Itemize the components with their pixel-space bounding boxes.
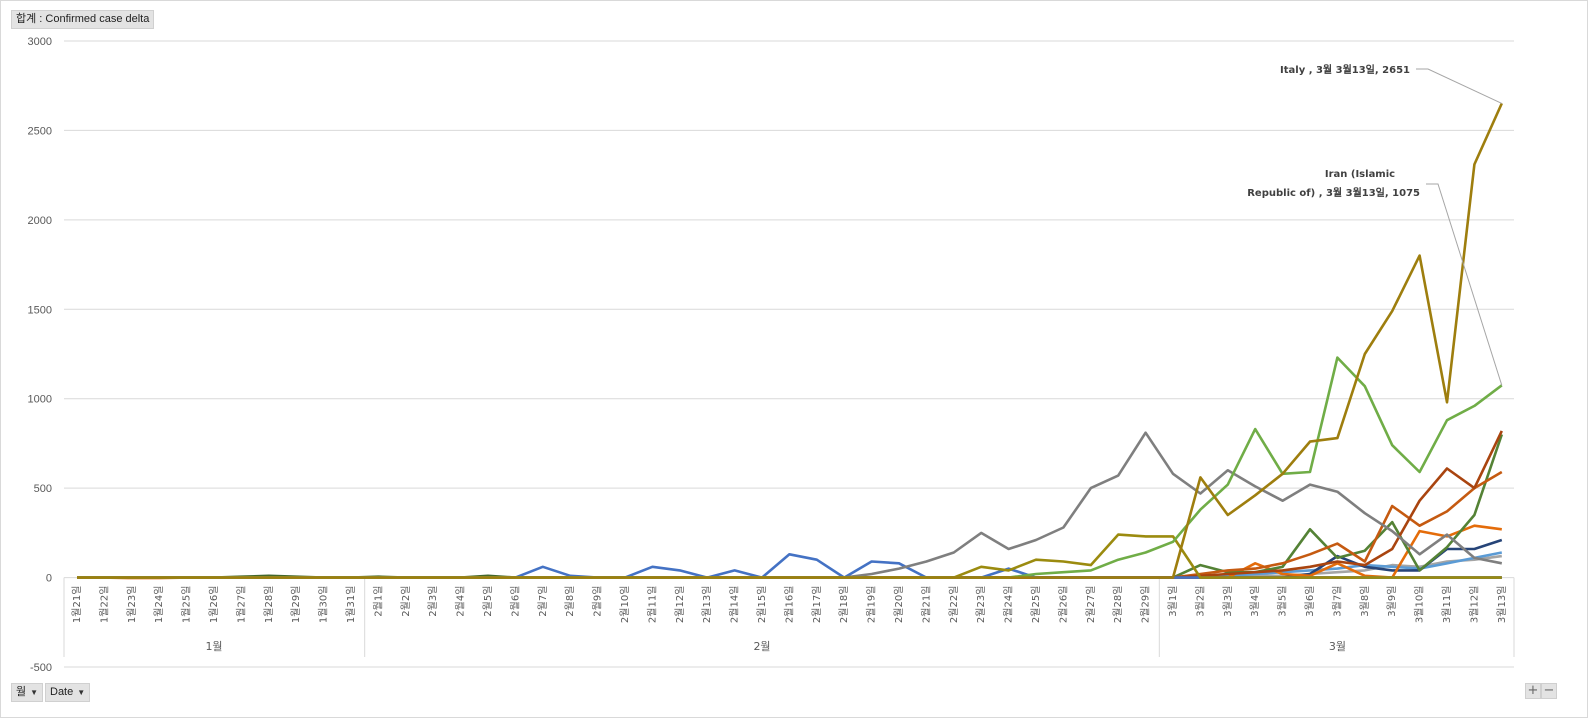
month-group-labels: 1월 2월 3월 — [205, 640, 1346, 653]
x-tick-label: 1월29일 — [290, 586, 302, 624]
x-tick-label: 3월6일 — [1304, 586, 1316, 617]
x-tick-label: 1월28일 — [263, 586, 275, 624]
date-filter-button[interactable]: Date ▼ — [45, 683, 91, 702]
x-tick-label: 3월10일 — [1414, 586, 1426, 624]
x-tick-label: 1월24일 — [153, 586, 165, 624]
x-tick-label: 3월11일 — [1441, 586, 1453, 624]
x-tick-label: 2월15일 — [756, 586, 768, 624]
x-tick-label: 2월2일 — [400, 586, 412, 617]
callout-leader-line — [1416, 68, 1503, 104]
x-tick-label: 2월10일 — [619, 586, 631, 624]
x-tick-label: 2월5일 — [482, 586, 494, 617]
x-tick-label: 2월16일 — [783, 586, 795, 624]
x-tick-label: 2월28일 — [1112, 586, 1124, 624]
x-tick-label: 2월25일 — [1030, 586, 1042, 624]
value-field-button[interactable]: 합계 : Confirmed case delta — [11, 10, 155, 29]
x-tick-label: 2월18일 — [838, 586, 850, 624]
x-tick-label: 3월8일 — [1359, 586, 1371, 617]
x-tick-label: 3월3일 — [1222, 586, 1234, 617]
date-filter-label: Date — [50, 686, 74, 698]
y-tick-label: 1000 — [28, 394, 52, 406]
x-tick-label: 1월31일 — [345, 586, 357, 624]
x-tick-label: 2월6일 — [509, 586, 521, 617]
x-tick-label: 1월21일 — [71, 586, 83, 624]
y-tick-label: 3000 — [28, 36, 52, 48]
x-tick-label: 2월12일 — [674, 586, 686, 624]
x-tick-label: 3월13일 — [1496, 586, 1508, 624]
x-tick-label: 2월11일 — [646, 586, 658, 624]
y-tick-label: 2000 — [28, 215, 52, 227]
x-tick-label: 2월1일 — [372, 586, 384, 617]
month-label: 2월 — [753, 640, 770, 653]
x-tick-label: 2월29일 — [1140, 586, 1152, 624]
callout-label: Iran (Islamic — [1325, 169, 1395, 180]
x-tick-label: 2월7일 — [537, 586, 549, 617]
x-tick-label: 2월21일 — [920, 586, 932, 624]
series-line[interactable] — [77, 102, 1503, 579]
x-tick-label: 2월9일 — [592, 586, 604, 617]
series-lines — [77, 102, 1504, 580]
series-line[interactable] — [77, 434, 1504, 579]
x-tick-label: 1월30일 — [318, 586, 330, 624]
x-tick-label: 2월23일 — [975, 586, 987, 624]
callout-leader-line — [1426, 183, 1503, 386]
month-label: 1월 — [205, 640, 222, 653]
month-filter-button[interactable]: 월 ▼ — [11, 683, 44, 702]
y-tick-label: 0 — [46, 573, 52, 585]
dropdown-arrow-icon: ▼ — [77, 688, 86, 697]
x-tick-label: 1월25일 — [181, 586, 193, 624]
collapse-field-button[interactable]: − — [1541, 683, 1557, 699]
x-tick-label: 3월5일 — [1277, 586, 1289, 617]
month-filter-label: 월 — [16, 686, 27, 698]
x-tick-label: 2월4일 — [455, 586, 467, 617]
y-tick-label: -500 — [30, 662, 52, 674]
data-label-callouts: Italy , 3월 3월13일, 2651 Iran (Islamic Repub… — [1247, 63, 1503, 386]
x-tick-label: 2월17일 — [811, 586, 823, 624]
x-tick-label: 3월12일 — [1468, 586, 1480, 624]
x-tick-label: 2월27일 — [1085, 586, 1097, 624]
y-tick-label: 2500 — [28, 125, 52, 137]
x-tick-label: 3월9일 — [1386, 586, 1398, 617]
y-tick-label: 500 — [34, 483, 52, 495]
x-tick-label: 3월1일 — [1167, 586, 1179, 617]
x-tick-label: 1월23일 — [126, 586, 138, 624]
x-tick-label: 2월24일 — [1003, 586, 1015, 624]
x-axis-labels: 1월21일 1월22일 1월23일 1월24일 1월25일 1월26일 1월27일 1월28일… — [71, 586, 1508, 624]
x-tick-label: 2월13일 — [701, 586, 713, 624]
x-tick-label: 2월19일 — [866, 586, 878, 624]
callout-label: Italy , 3월 3월13일, 2651 — [1280, 63, 1410, 76]
callout-label: Republic of) , 3월 3월13일, 1075 — [1247, 186, 1420, 199]
x-tick-label: 2월26일 — [1057, 586, 1069, 624]
x-tick-label: 2월8일 — [564, 586, 576, 617]
gridlines — [63, 40, 1515, 668]
x-tick-label: 1월22일 — [98, 586, 110, 624]
expand-field-button[interactable]: + — [1525, 683, 1541, 699]
x-tick-label: 3월2일 — [1194, 586, 1206, 617]
x-tick-label: 2월3일 — [427, 586, 439, 617]
y-axis-labels: -500 0 500 1000 1500 2000 2500 3000 — [28, 36, 52, 674]
month-label: 3월 — [1329, 640, 1346, 653]
y-tick-label: 1500 — [28, 304, 52, 316]
x-tick-label: 2월14일 — [729, 586, 741, 624]
x-tick-label: 3월7일 — [1331, 586, 1343, 617]
x-tick-label: 2월22일 — [948, 586, 960, 624]
dropdown-arrow-icon: ▼ — [30, 688, 39, 697]
x-tick-label: 3월4일 — [1249, 586, 1261, 617]
x-tick-label: 1월27일 — [235, 586, 247, 624]
x-tick-label: 1월26일 — [208, 586, 220, 624]
x-tick-label: 2월20일 — [893, 586, 905, 624]
